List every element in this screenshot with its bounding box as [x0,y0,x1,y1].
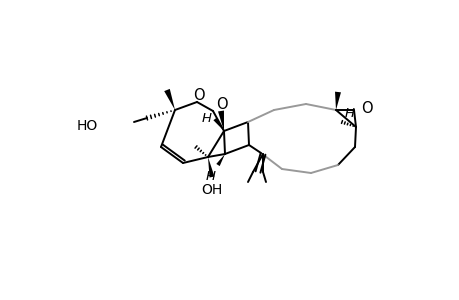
Text: O: O [216,97,227,112]
Text: O: O [360,100,372,116]
Text: OH: OH [201,183,222,197]
Text: H: H [344,106,354,119]
Polygon shape [218,111,224,131]
Polygon shape [216,154,224,166]
Polygon shape [207,157,214,178]
Text: O: O [193,88,204,103]
Polygon shape [164,89,174,110]
Polygon shape [213,118,224,131]
Text: H: H [206,169,216,182]
Text: H: H [202,112,212,124]
Polygon shape [334,92,340,110]
Text: HO: HO [76,119,97,133]
